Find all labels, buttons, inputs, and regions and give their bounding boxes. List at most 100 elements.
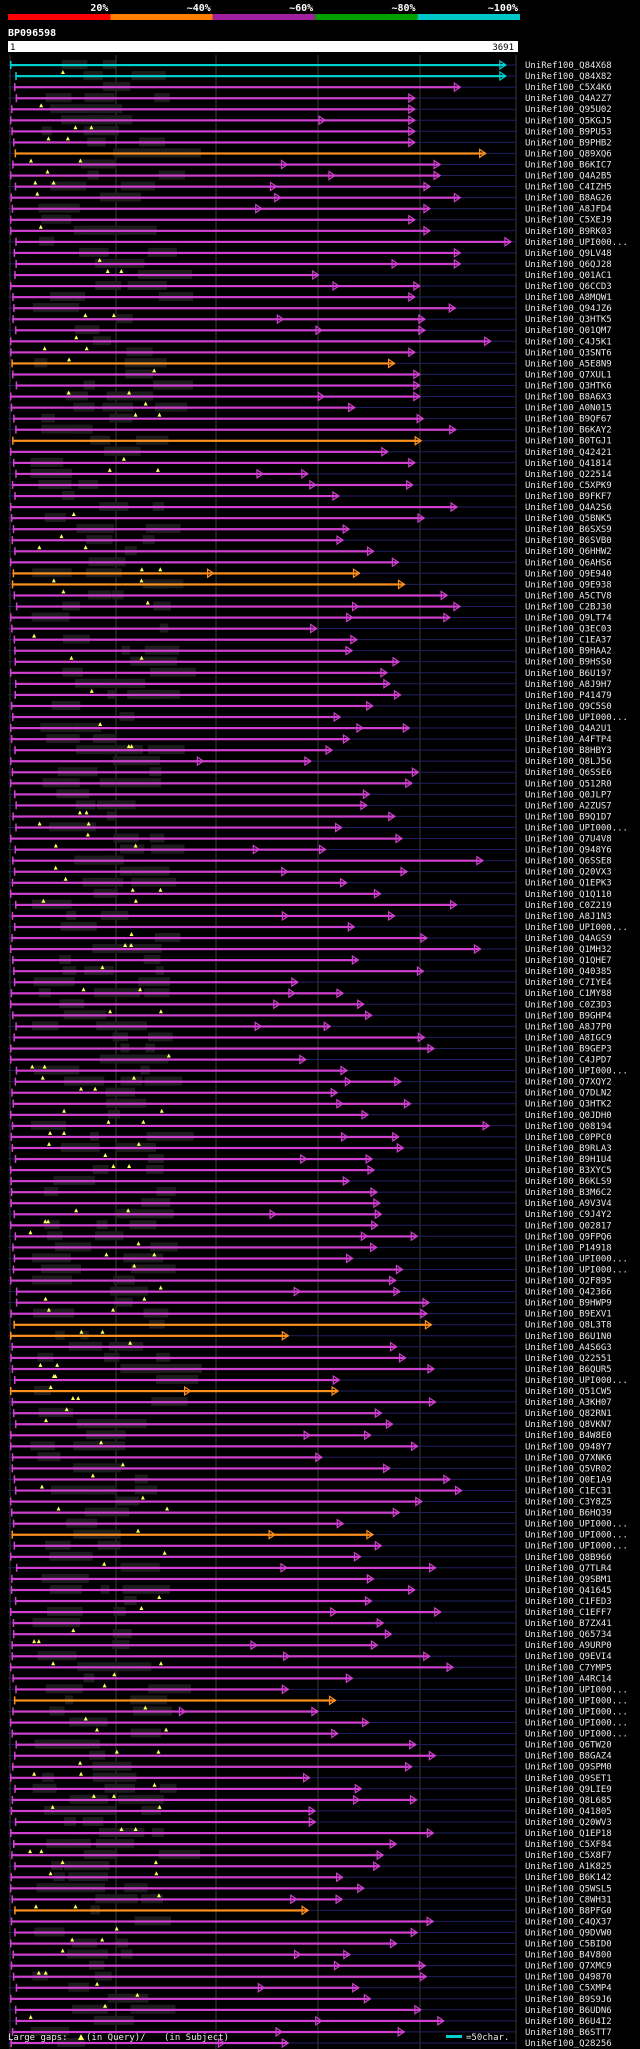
gap-marker: [133, 898, 138, 903]
hit-label: UniRef100_A2ZUS7: [525, 801, 612, 811]
gap-marker: [103, 2003, 108, 2008]
hit-row: UniRef100_UPI000...: [8, 711, 628, 723]
hit-row: UniRef100_B3XYC5: [8, 1164, 612, 1176]
alignment-bar: [10, 1047, 434, 1050]
hit-label: UniRef100_Q42366: [525, 1288, 612, 1298]
bar-start-tick: [14, 149, 17, 158]
alignment-bar: [12, 959, 359, 962]
bar-start-tick: [10, 1873, 13, 1882]
hit-row: UniRef100_A2ZUS7: [8, 800, 612, 811]
bar-start-tick: [11, 1795, 14, 1804]
alignment-bar: [12, 1412, 382, 1415]
bar-arrowhead: [331, 1385, 340, 1397]
bar-arrowhead: [410, 1231, 419, 1242]
bar-start-tick: [10, 1177, 12, 1186]
bar-arrowhead: [410, 1441, 419, 1452]
bar-arrowhead: [384, 1628, 393, 1640]
bar-arrowhead: [252, 844, 261, 855]
gap-marker: [50, 1804, 55, 1809]
gap-marker: [30, 1064, 35, 1069]
query-id: BP096598: [8, 28, 56, 39]
hit-row: UniRef100_B6SVB0: [8, 534, 612, 546]
hit-row: UniRef100_Q5BNK5: [8, 512, 612, 524]
hit-label: UniRef100_Q7XNK6: [525, 1453, 612, 1463]
hit-row: UniRef100_C5XF84: [8, 1838, 612, 1850]
hit-label: UniRef100_Q7XQY2: [525, 1078, 612, 1088]
hit-row: UniRef100_B0TGJ1: [8, 435, 612, 447]
bar-arrowhead: [367, 1164, 376, 1176]
alignment-bar: [11, 539, 344, 542]
alignment-bar: [15, 1688, 289, 1691]
gap-marker: [138, 987, 143, 992]
hit-row: UniRef100_Q28256: [8, 2037, 612, 2049]
alignment-bar: [14, 1235, 418, 1238]
hit-row: UniRef100_P41479: [8, 688, 612, 701]
hit-row: UniRef100_C1EFF7: [8, 1606, 612, 1618]
bar-arrowhead: [317, 391, 326, 402]
bar-arrowhead: [351, 954, 360, 966]
bar-arrowhead: [499, 59, 507, 71]
bar-start-tick: [13, 1033, 15, 1042]
bar-arrowhead: [344, 1076, 353, 1087]
bar-start-tick: [12, 370, 14, 379]
hit-label: UniRef100_UPI000...: [525, 1376, 628, 1386]
gap-marker: [158, 887, 163, 892]
alignment-bar: [10, 1445, 418, 1448]
hit-label: UniRef100_UPI000...: [525, 713, 628, 723]
alignment-bar: [10, 1876, 343, 1879]
gap-marker: [46, 1307, 51, 1312]
hit-row: UniRef100_Q49870: [8, 1970, 612, 1983]
hit-row: UniRef100_Q7DLN2: [8, 1086, 612, 1099]
bar-arrowhead: [433, 159, 442, 170]
bar-start-tick: [14, 845, 17, 854]
bar-start-tick: [10, 337, 12, 346]
alignment-bar: [13, 1378, 340, 1382]
legend-swatch: [110, 14, 213, 20]
bar-arrowhead: [315, 2015, 323, 2026]
alignment-bar: [10, 1113, 369, 1116]
bar-arrowhead: [342, 523, 351, 535]
gap-marker: [126, 744, 131, 749]
hit-label: UniRef100_B9S9J6: [525, 1995, 612, 2005]
alignment-bar: [13, 638, 357, 641]
alignment-bar: [11, 1456, 322, 1459]
gap-marker: [28, 1849, 33, 1854]
bar-arrowhead: [376, 1849, 385, 1861]
bar-arrowhead: [332, 1374, 341, 1386]
gap-marker: [156, 1749, 161, 1754]
hit-label: UniRef100_Q08194: [525, 1122, 612, 1132]
hit-label: UniRef100_UPI000...: [525, 923, 628, 933]
bar-arrowhead: [397, 579, 406, 590]
hit-label: UniRef100_B6SXS9: [525, 525, 612, 535]
bar-arrowhead: [308, 1816, 317, 1828]
legend-label: 20%: [90, 3, 108, 14]
hit-row: UniRef100_C5XEJ9: [8, 214, 612, 226]
bar-arrowhead: [362, 1717, 370, 1728]
alignment-bar: [11, 1401, 436, 1404]
hit-label: UniRef100_A5E8N9: [525, 359, 612, 369]
bar-arrowhead: [351, 601, 360, 612]
hit-label: UniRef100_Q9SBM1: [525, 1575, 612, 1585]
bar-start-tick: [15, 1298, 18, 1307]
alignment-bar: [14, 749, 333, 752]
grid-lines: [9, 55, 517, 2049]
hit-label: UniRef100_Q9LIE9: [525, 1785, 612, 1795]
hit-row: UniRef100_Q22551: [8, 1352, 612, 1364]
query-ruler: 1 3691: [8, 41, 518, 53]
bar-start-tick: [15, 469, 17, 478]
bar-start-tick: [12, 1519, 15, 1528]
bar-start-tick: [15, 94, 18, 103]
bar-arrowhead: [504, 236, 513, 247]
gap-marker: [105, 268, 110, 273]
hit-row: UniRef100_B8AG26: [8, 191, 612, 204]
bar-arrowhead: [387, 358, 396, 369]
bar-arrowhead: [336, 988, 345, 999]
alignment-bar: [11, 207, 430, 210]
hit-label: UniRef100_B8HBY3: [525, 746, 612, 756]
hit-row: UniRef100_Q0E1A9: [8, 1473, 612, 1485]
hit-row: UniRef100_Q84X82: [8, 70, 612, 82]
bar-arrowhead: [332, 280, 341, 292]
bar-start-tick: [12, 525, 15, 534]
hit-label: UniRef100_UPI000...: [525, 238, 628, 248]
bar-start-tick: [10, 193, 12, 202]
